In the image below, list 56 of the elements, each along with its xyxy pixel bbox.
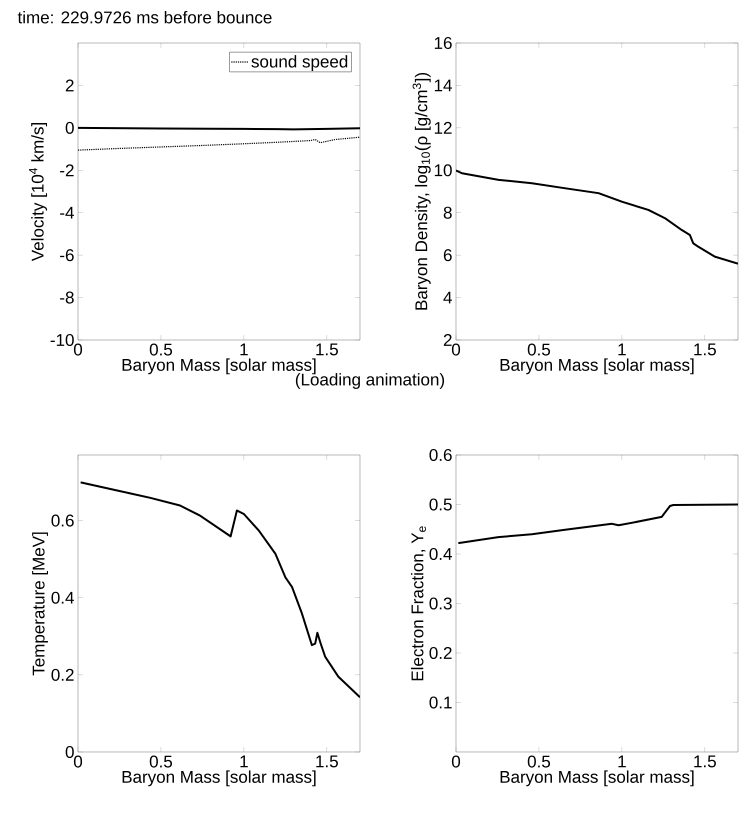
x-tick-label: 1 bbox=[618, 756, 626, 768]
y-tick-label: 6 bbox=[444, 249, 452, 262]
y-tick-label: 0 bbox=[66, 122, 74, 134]
text: (Loading animation) bbox=[296, 373, 444, 389]
y-tick-label: 16 bbox=[434, 36, 452, 50]
x-tick-label: 1 bbox=[618, 344, 626, 356]
y-tick-label: 0.2 bbox=[429, 646, 452, 660]
y-tick-label: -4 bbox=[60, 206, 74, 219]
x-tick-label: 0.5 bbox=[150, 756, 172, 768]
y-tick-label: 0.4 bbox=[51, 592, 74, 604]
x-tick-label: 0.5 bbox=[528, 756, 550, 768]
y-tick-label: -6 bbox=[60, 249, 74, 262]
line-series bbox=[457, 503, 738, 544]
x-axis-title: Baryon Mass [solar mass] bbox=[500, 358, 694, 374]
line-series bbox=[80, 481, 360, 698]
legend-label: sound speed bbox=[251, 55, 348, 71]
x-tick-label: 0.5 bbox=[150, 344, 172, 356]
y-tick-label: 0.6 bbox=[51, 514, 74, 527]
x-tick-label: 0 bbox=[452, 756, 460, 768]
y-tick-label: 10 bbox=[434, 164, 452, 176]
x-axis-title: Baryon Mass [solar mass] bbox=[500, 770, 694, 786]
x-axis-title: Baryon Mass [solar mass] bbox=[122, 770, 316, 786]
x-tick-label: 0 bbox=[74, 756, 82, 768]
x-axis-title: Baryon Mass [solar mass] bbox=[122, 358, 316, 374]
line-series bbox=[78, 136, 360, 151]
x-tick-label: 1.5 bbox=[694, 756, 716, 768]
y-tick-label: 14 bbox=[434, 80, 452, 92]
y-tick-label: 2 bbox=[444, 334, 452, 346]
y-axis-title: Baryon Density, log$_{10}$(ρ [g/cm$^{3}$]) bbox=[412, 73, 431, 310]
x-tick-label: 1 bbox=[240, 756, 248, 768]
y-axis-title: Electron Fraction, Y$_{e}$ bbox=[410, 526, 426, 680]
y-tick-label: 4 bbox=[443, 292, 452, 304]
x-tick-label: 1 bbox=[240, 344, 248, 356]
line-series bbox=[456, 169, 738, 265]
y-tick-label: 0 bbox=[66, 746, 74, 758]
y-tick-label: 0.3 bbox=[429, 597, 452, 610]
y-tick-label: 0.2 bbox=[51, 668, 74, 681]
x-tick-label: 0.5 bbox=[528, 344, 550, 356]
x-tick-label: 1.5 bbox=[316, 756, 338, 768]
y-tick-label: 0.4 bbox=[429, 548, 452, 560]
y-tick-label: 2 bbox=[66, 79, 74, 92]
chart-title: time: 229.9726 ms before bounce bbox=[18, 10, 272, 24]
x-tick-label: 1.5 bbox=[694, 344, 716, 356]
y-tick-label: -8 bbox=[60, 292, 74, 304]
y-tick-label: -10 bbox=[50, 334, 74, 346]
y-axis-title: Temperature [MeV] bbox=[32, 532, 48, 676]
y-tick-label: 12 bbox=[434, 122, 452, 134]
y-tick-label: -2 bbox=[60, 164, 74, 176]
y-tick-label: 8 bbox=[444, 206, 452, 219]
x-tick-label: 0 bbox=[452, 344, 460, 356]
y-tick-label: 0.1 bbox=[429, 696, 452, 709]
x-tick-label: 0 bbox=[74, 344, 82, 356]
y-axis-title: Velocity [10$^{4}$ km/s] bbox=[29, 123, 48, 262]
y-tick-label: 0.6 bbox=[429, 448, 452, 462]
x-tick-label: 1.5 bbox=[316, 344, 338, 356]
y-tick-label: 0.5 bbox=[429, 498, 452, 511]
